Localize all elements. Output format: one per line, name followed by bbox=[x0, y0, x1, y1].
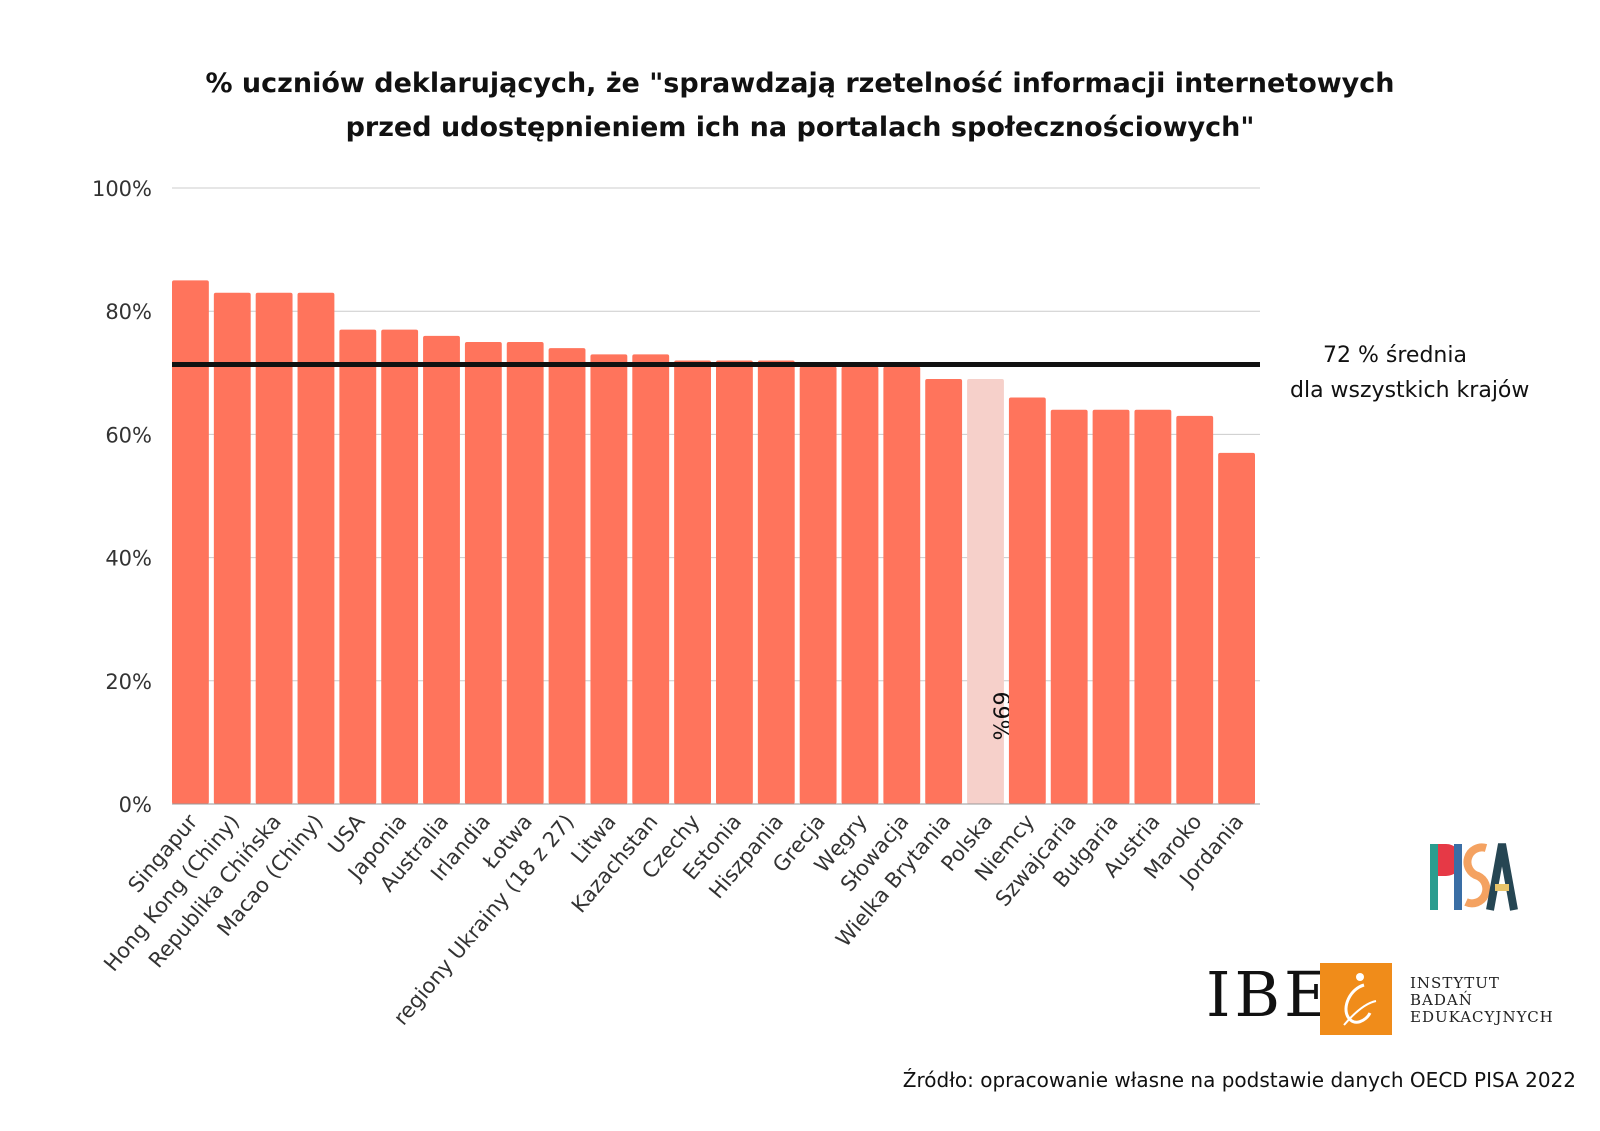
bar-8 bbox=[506, 342, 544, 804]
bar-22 bbox=[1092, 409, 1130, 804]
bar-6 bbox=[423, 335, 460, 804]
y-tick-label: 100% bbox=[92, 177, 152, 201]
highlight-data-label: 69% bbox=[988, 692, 1013, 741]
ibe-logo-icon bbox=[1320, 963, 1392, 1035]
bar-23 bbox=[1134, 409, 1172, 804]
bar-13 bbox=[716, 360, 753, 804]
bar-18 bbox=[925, 378, 963, 804]
bar-0 bbox=[172, 280, 209, 804]
bar-7 bbox=[464, 342, 502, 804]
chart-title-line-1: % uczniów deklarujących, że "sprawdzają … bbox=[205, 68, 1395, 99]
pisa-logo bbox=[1430, 843, 1518, 911]
average-label-line-1: 72 % średnia bbox=[1323, 343, 1467, 368]
bar-3 bbox=[297, 292, 335, 804]
bar-14 bbox=[757, 360, 795, 804]
ibe-name-line-3: EDUKACYJNYCH bbox=[1410, 1008, 1554, 1026]
y-tick-label: 60% bbox=[105, 423, 152, 447]
bar-17 bbox=[883, 366, 921, 804]
chart-title: % uczniów deklarujących, że "sprawdzają … bbox=[0, 62, 1600, 150]
chart-title-line-2: przed udostępnieniem ich na portalach sp… bbox=[345, 112, 1255, 143]
ibe-name-line-2: BADAŃ bbox=[1410, 991, 1473, 1009]
bar-9 bbox=[548, 348, 586, 804]
average-label-line-2: dla wszystkich krajów bbox=[1290, 378, 1530, 403]
y-tick-label: 20% bbox=[105, 670, 152, 694]
bar-20 bbox=[1008, 397, 1046, 804]
bar-24 bbox=[1176, 415, 1214, 804]
ibe-logo-text: IBE bbox=[1206, 958, 1334, 1031]
y-tick-label: 80% bbox=[105, 300, 152, 324]
bar-12 bbox=[674, 360, 711, 804]
bar-2 bbox=[255, 292, 293, 804]
bar-16 bbox=[841, 366, 879, 804]
bar-21 bbox=[1050, 409, 1088, 804]
bar-1 bbox=[213, 292, 251, 804]
bar-4 bbox=[339, 329, 377, 804]
bar-19 bbox=[967, 378, 1004, 804]
bar-10 bbox=[590, 354, 628, 804]
ibe-name-line-1: INSTYTUT bbox=[1410, 974, 1500, 992]
y-tick-label: 0% bbox=[119, 793, 152, 817]
average-label: 72 % średnia dla wszystkich krajów bbox=[1290, 338, 1530, 408]
bar-25 bbox=[1218, 452, 1255, 804]
bar-5 bbox=[381, 329, 419, 804]
bar-15 bbox=[799, 366, 837, 804]
bar-11 bbox=[632, 354, 670, 804]
source-note: Źródło: opracowanie własne na podstawie … bbox=[902, 1068, 1576, 1092]
y-tick-label: 40% bbox=[105, 547, 152, 571]
ibe-full-name: INSTYTUT BADAŃ EDUKACYJNYCH bbox=[1410, 975, 1554, 1026]
